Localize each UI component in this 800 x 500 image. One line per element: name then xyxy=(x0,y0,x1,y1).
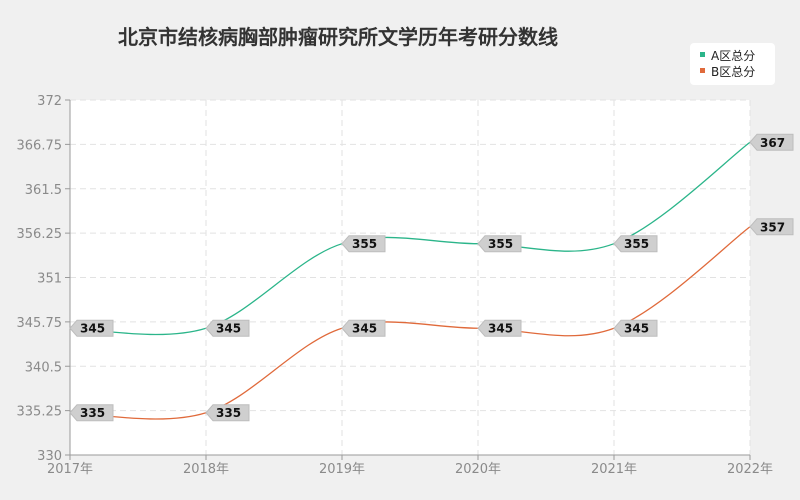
data-label-tag xyxy=(341,319,386,337)
data-label-tag xyxy=(205,319,250,337)
x-tick-label: 2018年 xyxy=(183,462,229,477)
y-tick-label: 351 xyxy=(37,272,62,287)
data-label-tag xyxy=(205,404,250,422)
data-label-tag xyxy=(69,319,114,337)
y-tick-label: 366.75 xyxy=(17,138,63,153)
y-tick-label: 330 xyxy=(37,449,62,464)
data-label-tag xyxy=(749,133,794,151)
x-tick-label: 2019年 xyxy=(319,462,365,477)
data-label: 335 xyxy=(80,406,105,420)
data-label: 345 xyxy=(216,322,241,336)
data-label-group: 345 xyxy=(613,319,658,337)
data-label: 367 xyxy=(760,136,785,150)
series-line-1 xyxy=(69,141,751,336)
legend-marker-1 xyxy=(700,52,705,57)
series-lines xyxy=(69,141,751,420)
legend-item-1[interactable]: A区总分 xyxy=(700,49,755,63)
x-tick-label: 2020年 xyxy=(455,462,501,477)
data-label: 357 xyxy=(760,220,785,234)
grid xyxy=(70,99,751,455)
y-tick-label: 345.75 xyxy=(17,316,63,331)
chart-title: 北京市结核病胸部肿瘤研究所文学历年考研分数线 xyxy=(118,25,558,49)
data-label-tag xyxy=(749,218,794,236)
y-tick-label: 335.25 xyxy=(17,405,63,420)
x-tick-label: 2021年 xyxy=(591,462,637,477)
data-label-group: 335 xyxy=(69,404,114,422)
data-label-group: 335 xyxy=(205,404,250,422)
data-label: 355 xyxy=(352,237,377,251)
legend-box xyxy=(690,43,775,85)
y-tick-label: 372 xyxy=(37,94,62,109)
data-label-tag xyxy=(613,319,658,337)
data-label-tag xyxy=(477,319,522,337)
data-label-group: 355 xyxy=(613,235,658,253)
legend[interactable]: A区总分 B区总分 xyxy=(690,43,775,85)
legend-item-2[interactable]: B区总分 xyxy=(700,65,755,79)
data-label-group: 345 xyxy=(341,319,386,337)
data-label: 345 xyxy=(624,322,649,336)
legend-marker-2 xyxy=(700,68,705,73)
data-label: 355 xyxy=(488,237,513,251)
data-label: 335 xyxy=(216,406,241,420)
data-labels: 345 345 355 355 355 367 335 335 345 345 345 357 xyxy=(69,133,794,422)
data-label-tag xyxy=(613,235,658,253)
data-label: 345 xyxy=(488,322,513,336)
y-tick-label: 361.5 xyxy=(25,183,62,198)
data-label-tag xyxy=(69,404,114,422)
legend-label-1: A区总分 xyxy=(711,49,755,63)
data-label-tag xyxy=(477,235,522,253)
data-label-group: 345 xyxy=(477,319,522,337)
data-label-tag xyxy=(341,235,386,253)
data-label-group: 367 xyxy=(749,133,794,151)
data-label: 355 xyxy=(624,237,649,251)
y-tick-label: 356.25 xyxy=(17,227,63,242)
data-label-group: 355 xyxy=(477,235,522,253)
y-tick-label: 340.5 xyxy=(25,360,62,375)
data-label-group: 345 xyxy=(205,319,250,337)
data-label-group: 357 xyxy=(749,218,794,236)
legend-label-2: B区总分 xyxy=(711,65,755,79)
x-tick-label: 2022年 xyxy=(727,462,773,477)
data-label: 345 xyxy=(352,322,377,336)
data-label: 345 xyxy=(80,322,105,336)
axes: 372 366.75 361.5 356.25 351 345.75 340.5 335.25… xyxy=(17,94,774,477)
data-label-group: 345 xyxy=(69,319,114,337)
series-line-2 xyxy=(69,226,751,420)
data-label-group: 355 xyxy=(341,235,386,253)
x-tick-label: 2017年 xyxy=(47,462,93,477)
